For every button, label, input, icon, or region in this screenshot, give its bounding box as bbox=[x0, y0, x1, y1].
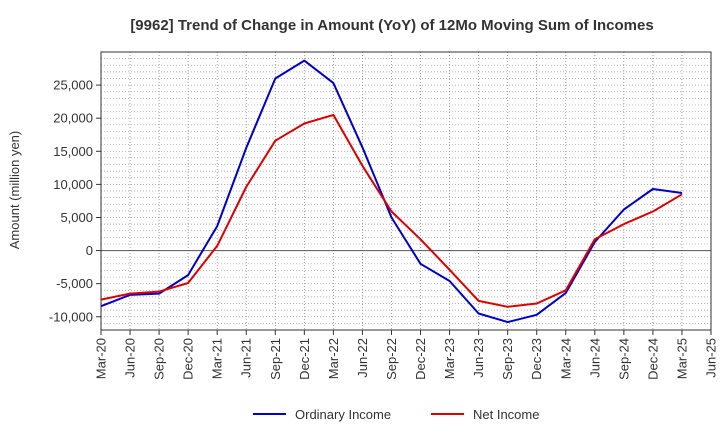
x-tick-label: Sep-24 bbox=[616, 338, 631, 380]
series-line-ordinary-income bbox=[100, 59, 683, 324]
y-tick-label: -10,000 bbox=[49, 309, 93, 324]
plot-frame bbox=[100, 51, 712, 331]
y-axis-label: Amount (million yen) bbox=[7, 131, 22, 250]
x-tick-label: Mar-24 bbox=[558, 338, 573, 379]
x-tick-label: Jun-23 bbox=[471, 338, 486, 378]
y-tick-label: 5,000 bbox=[60, 210, 93, 225]
y-tick-label: 20,000 bbox=[53, 111, 93, 126]
x-tick-label: Dec-24 bbox=[645, 338, 660, 380]
x-tick-label: Dec-21 bbox=[297, 338, 312, 380]
x-tick-label: Mar-21 bbox=[210, 338, 225, 379]
y-tick-label: 0 bbox=[86, 243, 93, 258]
x-tick-label: Jun-20 bbox=[123, 338, 138, 378]
x-tick-label: Sep-22 bbox=[384, 338, 399, 380]
y-tick-label: 25,000 bbox=[53, 78, 93, 93]
x-tick-label: Dec-20 bbox=[181, 338, 196, 380]
x-tick-label: Sep-20 bbox=[152, 338, 167, 380]
legend-label-net-income: Net Income bbox=[473, 407, 539, 422]
legend-label-ordinary-income: Ordinary Income bbox=[295, 407, 391, 422]
y-tick-label: -5,000 bbox=[56, 276, 93, 291]
x-tick-label: Sep-23 bbox=[500, 338, 515, 380]
x-tick-label: Mar-20 bbox=[94, 338, 109, 379]
x-tick-label: Dec-22 bbox=[413, 338, 428, 380]
x-tick-label: Mar-22 bbox=[326, 338, 341, 379]
x-tick-label: Mar-25 bbox=[674, 338, 689, 379]
x-tick-label: Jun-21 bbox=[239, 338, 254, 378]
y-tick-label: 10,000 bbox=[53, 177, 93, 192]
y-tick-label: 15,000 bbox=[53, 144, 93, 159]
x-tick-label: Jun-24 bbox=[587, 338, 602, 378]
plot-area: -10,000 -5,000 0 5,000 10,000 15,000 20,000 25,… bbox=[49, 51, 719, 380]
x-tick-label: Mar-23 bbox=[442, 338, 457, 379]
x-tick-label: Sep-21 bbox=[268, 338, 283, 380]
x-tick-label: Jun-25 bbox=[704, 338, 719, 378]
chart-title: [9962] Trend of Change in Amount (YoY) o… bbox=[130, 17, 653, 34]
legend: Ordinary Income Net Income bbox=[253, 407, 539, 422]
x-tick-label: Jun-22 bbox=[355, 338, 370, 378]
x-tick-label: Dec-23 bbox=[529, 338, 544, 380]
series-line-net-income bbox=[100, 113, 683, 308]
